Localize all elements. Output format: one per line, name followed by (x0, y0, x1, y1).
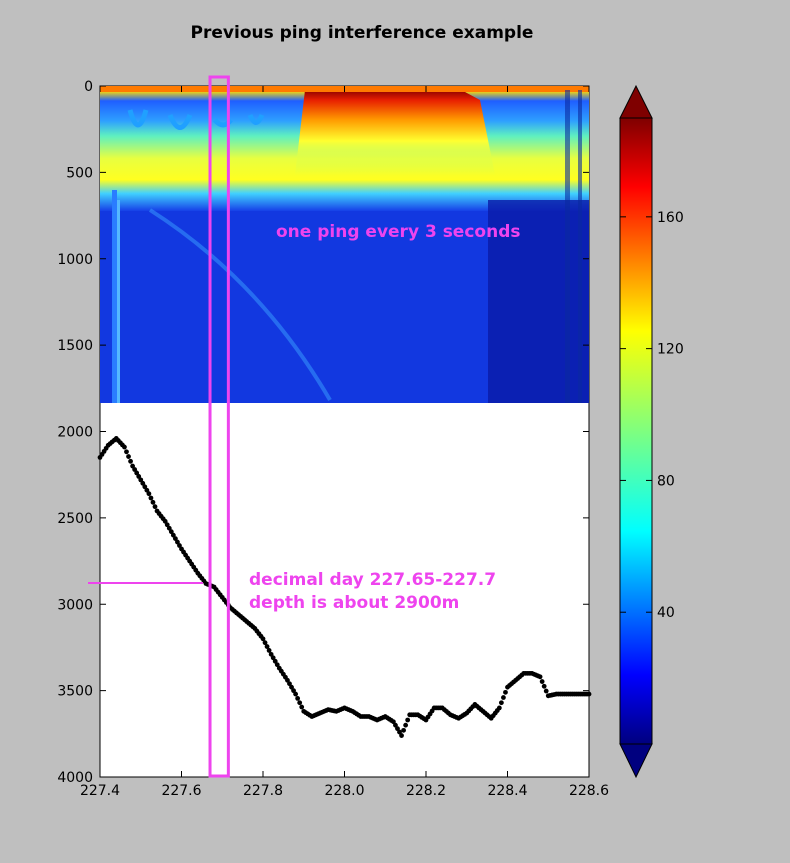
depth-point (285, 677, 290, 683)
depth-point (501, 695, 506, 700)
x-tick-label: 227.8 (243, 783, 283, 799)
depth-point (393, 722, 398, 728)
depth-point (272, 658, 278, 664)
depth-point (134, 470, 140, 476)
depth-point (503, 689, 508, 695)
depth-point (144, 487, 150, 493)
depth-point (138, 477, 144, 483)
depth-point (289, 684, 294, 690)
depth-point (126, 454, 131, 459)
depth-point (543, 688, 549, 694)
depth-point (395, 726, 400, 732)
depth-point (175, 539, 180, 545)
depth-point (293, 691, 298, 697)
depth-point (146, 491, 152, 497)
depth-point (586, 691, 592, 697)
depth-point (148, 495, 154, 501)
depth-point (166, 525, 172, 531)
depth-point (262, 640, 268, 646)
colorbar-tick-label: 80 (657, 473, 675, 489)
depth-point (128, 458, 133, 464)
ping-annotation: one ping every 3 seconds (276, 222, 520, 242)
depth-point (168, 529, 174, 535)
depth-point (297, 700, 303, 706)
depth-point (177, 543, 182, 548)
bottom-depth-series (97, 436, 592, 738)
depth-point (260, 636, 266, 642)
depth-point (391, 719, 396, 725)
y-tick-label: 3000 (57, 597, 93, 613)
depth-point (403, 722, 409, 728)
depth-point (287, 681, 292, 687)
depth-point (268, 651, 274, 657)
y-tick-label: 4000 (57, 770, 93, 786)
depth-point (172, 536, 178, 542)
y-tick-label: 2500 (57, 511, 93, 527)
depth-point (399, 733, 404, 738)
depth-point (132, 467, 138, 472)
colorbar: 40 80 120 160 (619, 84, 684, 779)
x-tick-label: 228.0 (324, 783, 364, 799)
x-tick-label: 228.4 (487, 783, 527, 799)
colorbar-ticks: 40 80 120 160 (620, 210, 684, 621)
depth-point (130, 463, 136, 469)
chart-title: Previous ping interference example (191, 23, 534, 43)
y-axis: 0 500 1000 1500 2000 2500 3000 3500 4000 (57, 79, 589, 786)
depth-point (170, 532, 176, 538)
x-tick-label: 227.4 (80, 783, 120, 799)
day-annotation: decimal day 227.65-227.7 (249, 570, 496, 590)
colorbar-extend-max (619, 84, 653, 119)
colorbar-extend-min (619, 743, 653, 779)
depth-point (291, 688, 296, 694)
echogram-image (100, 86, 589, 403)
depth-point (295, 695, 301, 701)
colorbar-tick-label: 40 (657, 605, 675, 621)
colorbar-gradient (619, 117, 653, 745)
depth-point (136, 474, 142, 479)
x-tick-label: 228.6 (569, 783, 609, 799)
depth-point (496, 705, 502, 711)
x-tick-label: 227.6 (161, 783, 201, 799)
y-tick-label: 0 (84, 79, 93, 95)
y-tick-label: 2000 (57, 425, 93, 441)
depth-point (122, 444, 127, 450)
colorbar-tick-label: 160 (657, 210, 684, 226)
x-tick-label: 228.2 (406, 783, 446, 799)
depth-point (498, 700, 504, 706)
y-tick-label: 500 (66, 165, 93, 181)
depth-point (124, 449, 129, 455)
colorbar-tick-label: 120 (657, 342, 684, 358)
depth-point (405, 717, 411, 723)
depth-point (266, 648, 272, 653)
depth-point (142, 484, 148, 490)
x-axis: 227.4 227.6 227.8 228.0 228.2 228.4 228.6 (80, 86, 609, 799)
y-tick-label: 1000 (57, 252, 93, 268)
depth-point (150, 499, 156, 505)
depth-point (270, 655, 276, 661)
depth-point (541, 683, 547, 689)
depth-annotation: depth is about 2900m (249, 593, 459, 613)
y-tick-label: 3500 (57, 684, 93, 700)
depth-point (397, 729, 402, 735)
depth-point (152, 504, 158, 510)
depth-point (401, 727, 406, 733)
highlight-rectangle (208, 75, 230, 778)
depth-point (539, 679, 545, 684)
depth-point (299, 704, 305, 710)
depth-point (164, 522, 170, 528)
depth-point (162, 518, 168, 524)
depth-point (274, 662, 280, 668)
depth-point (537, 674, 543, 680)
depth-point (140, 480, 146, 486)
y-tick-label: 1500 (57, 338, 93, 354)
depth-point (264, 644, 270, 649)
